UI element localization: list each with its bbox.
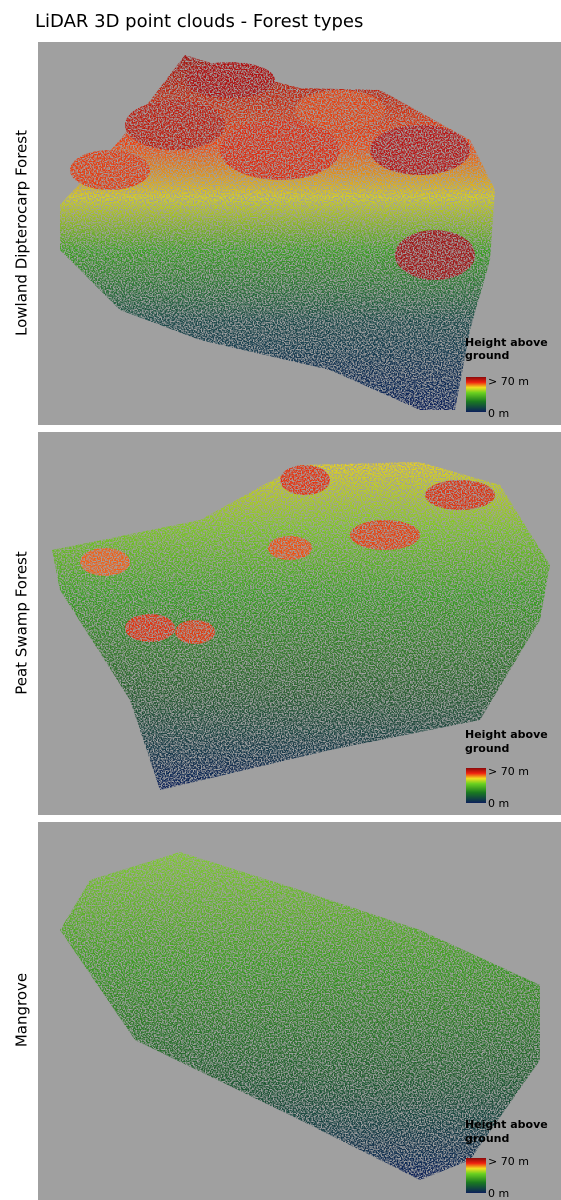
panel-label: Lowland Dipterocarp Forest	[13, 130, 31, 336]
legend-min: 0 m	[488, 407, 509, 420]
legend-title: Height above	[465, 336, 548, 349]
panel-label: Peat Swamp Forest	[13, 551, 31, 695]
legend-title: ground	[465, 742, 509, 755]
legend-colorbar	[466, 768, 486, 803]
legend-min: 0 m	[488, 797, 509, 810]
legend-colorbar	[466, 377, 486, 412]
legend-max: > 70 m	[488, 1155, 529, 1168]
legend-title: Height above	[465, 728, 548, 741]
panel: Lowland Dipterocarp Forest Height above …	[13, 42, 561, 425]
legend-title: Height above	[465, 1118, 548, 1131]
figure: LiDAR 3D point clouds - Forest types Low…	[0, 0, 561, 1200]
panel: Peat Swamp Forest Height above ground > …	[13, 432, 561, 815]
legend-title: ground	[465, 1132, 509, 1145]
legend-min: 0 m	[488, 1187, 509, 1200]
figure-title: LiDAR 3D point clouds - Forest types	[35, 11, 363, 32]
legend-title: ground	[465, 349, 509, 362]
panel-label: Mangrove	[13, 973, 31, 1047]
legend-max: > 70 m	[488, 765, 529, 778]
legend-colorbar	[466, 1158, 486, 1193]
legend-max: > 70 m	[488, 375, 529, 388]
panel: Mangrove Height above ground > 70 m 0 m	[13, 822, 561, 1200]
